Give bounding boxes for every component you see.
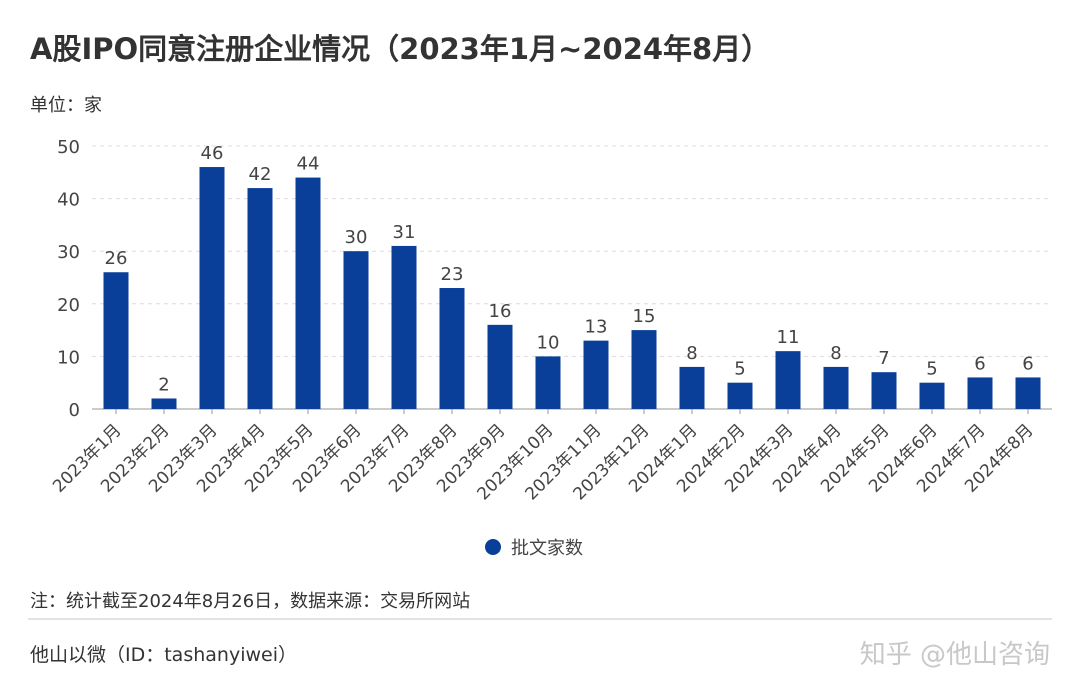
y-tick-label: 10 xyxy=(57,347,80,368)
data-label: 5 xyxy=(926,359,937,380)
zhihu-watermark: 知乎 @他山咨询 xyxy=(859,640,1050,670)
bar xyxy=(1015,377,1041,409)
y-tick-label: 50 xyxy=(57,137,80,158)
bar xyxy=(487,324,513,409)
bar xyxy=(151,398,177,409)
data-label: 44 xyxy=(297,154,320,175)
unit-label: 单位：家 xyxy=(30,95,102,116)
data-label: 8 xyxy=(686,343,697,364)
legend-swatch xyxy=(485,539,501,555)
y-tick-label: 20 xyxy=(57,295,80,316)
data-label: 7 xyxy=(878,348,889,369)
y-tick-label: 30 xyxy=(57,242,80,263)
bar xyxy=(391,245,417,409)
bar xyxy=(199,167,225,409)
bar xyxy=(631,330,657,409)
bar xyxy=(727,382,753,409)
data-label: 13 xyxy=(585,317,608,338)
data-label: 30 xyxy=(345,227,368,248)
bar-chart: 01020304050262023年1月22023年2月462023年3月422… xyxy=(49,137,1052,504)
source-credit: 他山以微（ID：tashanyiwei） xyxy=(30,644,297,666)
bar xyxy=(439,288,465,409)
bar xyxy=(967,377,993,409)
bar xyxy=(775,351,801,409)
data-label: 26 xyxy=(105,248,128,269)
bar xyxy=(343,251,369,409)
data-label: 23 xyxy=(441,264,464,285)
bar xyxy=(583,340,609,409)
bar xyxy=(823,366,849,409)
data-label: 46 xyxy=(201,143,224,164)
legend: 批文家数 xyxy=(485,534,583,560)
bar xyxy=(247,188,273,409)
bar xyxy=(295,177,321,409)
bar xyxy=(535,356,561,409)
y-tick-label: 0 xyxy=(69,400,80,421)
data-label: 16 xyxy=(489,301,512,322)
data-label: 31 xyxy=(393,222,416,243)
y-tick-label: 40 xyxy=(57,190,80,211)
data-label: 5 xyxy=(734,359,745,380)
divider xyxy=(28,618,1052,620)
data-label: 42 xyxy=(249,164,272,185)
bar xyxy=(871,372,897,409)
data-label: 10 xyxy=(537,332,560,353)
data-label: 6 xyxy=(1022,353,1033,374)
data-label: 8 xyxy=(830,343,841,364)
data-label: 15 xyxy=(633,306,656,327)
page-title: A股IPO同意注册企业情况（2023年1月~2024年8月） xyxy=(30,32,771,66)
bar xyxy=(103,272,129,409)
legend-label: 批文家数 xyxy=(511,538,583,559)
bar xyxy=(679,366,705,409)
bar xyxy=(919,382,945,409)
data-label: 2 xyxy=(158,374,169,395)
data-label: 6 xyxy=(974,353,985,374)
data-label: 11 xyxy=(777,327,800,348)
footnote: 注：统计截至2024年8月26日，数据来源：交易所网站 xyxy=(30,591,471,612)
